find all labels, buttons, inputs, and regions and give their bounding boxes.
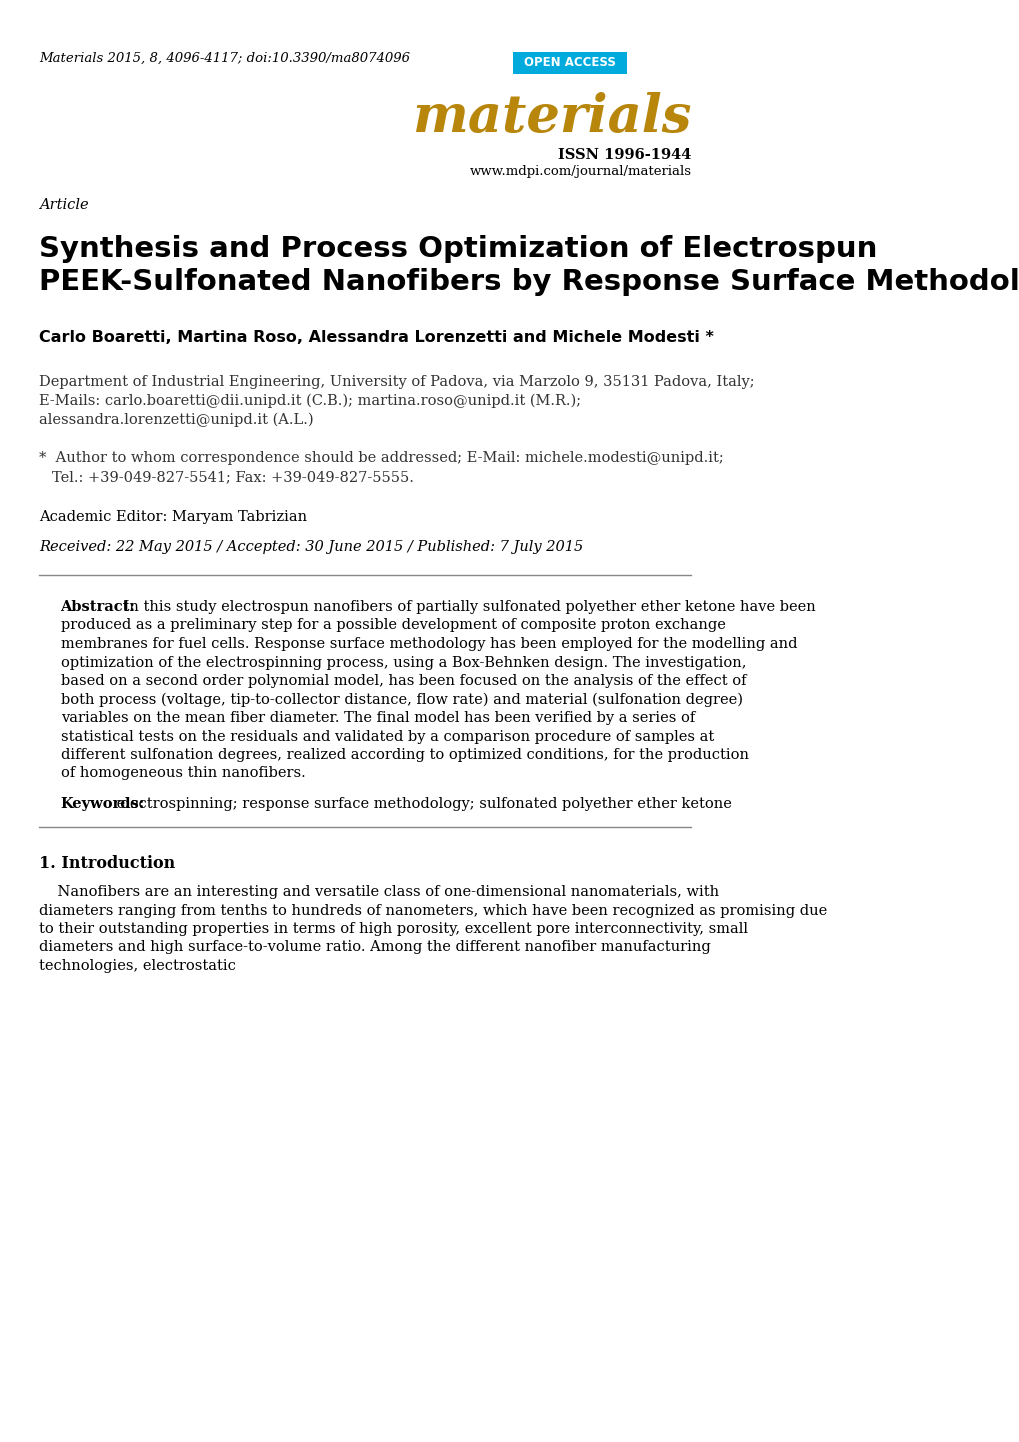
Text: 1. Introduction: 1. Introduction — [39, 855, 175, 872]
Text: ISSN 1996-1944: ISSN 1996-1944 — [557, 149, 691, 162]
Text: PEEK-Sulfonated Nanofibers by Response Surface Methodology: PEEK-Sulfonated Nanofibers by Response S… — [39, 268, 1019, 296]
Text: Abstract:: Abstract: — [60, 600, 136, 614]
Text: E-Mails: carlo.boaretti@dii.unipd.it (C.B.); martina.roso@unipd.it (M.R.);: E-Mails: carlo.boaretti@dii.unipd.it (C.… — [39, 394, 581, 408]
Text: Nanofibers are an interesting and versatile class of one-dimensional nanomateria: Nanofibers are an interesting and versat… — [39, 885, 718, 898]
Text: based on a second order polynomial model, has been focused on the analysis of th: based on a second order polynomial model… — [60, 673, 745, 688]
Text: Keywords:: Keywords: — [60, 797, 145, 810]
Text: electrospinning; response surface methodology; sulfonated polyether ether ketone: electrospinning; response surface method… — [112, 797, 731, 810]
Text: Tel.: +39-049-827-5541; Fax: +39-049-827-5555.: Tel.: +39-049-827-5541; Fax: +39-049-827… — [52, 470, 414, 485]
Text: different sulfonation degrees, realized according to optimized conditions, for t: different sulfonation degrees, realized … — [60, 748, 748, 761]
Text: statistical tests on the residuals and validated by a comparison procedure of sa: statistical tests on the residuals and v… — [60, 730, 713, 744]
Text: diameters and high surface-to-volume ratio. Among the different nanofiber manufa: diameters and high surface-to-volume rat… — [39, 940, 710, 955]
Text: Academic Editor: Maryam Tabrizian: Academic Editor: Maryam Tabrizian — [39, 510, 307, 523]
Text: produced as a preliminary step for a possible development of composite proton ex: produced as a preliminary step for a pos… — [60, 619, 725, 633]
Text: alessandra.lorenzetti@unipd.it (A.L.): alessandra.lorenzetti@unipd.it (A.L.) — [39, 412, 314, 427]
Text: materials: materials — [412, 92, 691, 143]
Text: *  Author to whom correspondence should be addressed; E-Mail: michele.modesti@un: * Author to whom correspondence should b… — [39, 451, 723, 464]
Text: diameters ranging from tenths to hundreds of nanometers, which have been recogni: diameters ranging from tenths to hundred… — [39, 904, 826, 917]
Text: optimization of the electrospinning process, using a Box-Behnken design. The inv: optimization of the electrospinning proc… — [60, 656, 745, 669]
Text: to their outstanding properties in terms of high porosity, excellent pore interc: to their outstanding properties in terms… — [39, 921, 748, 936]
Text: OPEN ACCESS: OPEN ACCESS — [524, 56, 615, 69]
Text: Materials 2015, 8, 4096-4117; doi:10.3390/ma8074096: Materials 2015, 8, 4096-4117; doi:10.339… — [39, 52, 410, 65]
Text: Department of Industrial Engineering, University of Padova, via Marzolo 9, 35131: Department of Industrial Engineering, Un… — [39, 375, 754, 389]
FancyBboxPatch shape — [513, 52, 627, 74]
Text: Received: 22 May 2015 / Accepted: 30 June 2015 / Published: 7 July 2015: Received: 22 May 2015 / Accepted: 30 Jun… — [39, 539, 583, 554]
Text: Carlo Boaretti, Martina Roso, Alessandra Lorenzetti and Michele Modesti *: Carlo Boaretti, Martina Roso, Alessandra… — [39, 330, 713, 345]
Text: Article: Article — [39, 198, 89, 212]
Text: membranes for fuel cells. Response surface methodology has been employed for the: membranes for fuel cells. Response surfa… — [60, 637, 796, 650]
Text: In this study electrospun nanofibers of partially sulfonated polyether ether ket: In this study electrospun nanofibers of … — [119, 600, 815, 614]
Text: technologies, electrostatic: technologies, electrostatic — [39, 959, 235, 973]
Text: Synthesis and Process Optimization of Electrospun: Synthesis and Process Optimization of El… — [39, 235, 876, 262]
Text: www.mdpi.com/journal/materials: www.mdpi.com/journal/materials — [469, 164, 691, 177]
Text: variables on the mean fiber diameter. The final model has been verified by a ser: variables on the mean fiber diameter. Th… — [60, 711, 694, 725]
Text: both process (voltage, tip-to-collector distance, flow rate) and material (sulfo: both process (voltage, tip-to-collector … — [60, 692, 742, 707]
Text: of homogeneous thin nanofibers.: of homogeneous thin nanofibers. — [60, 767, 305, 780]
